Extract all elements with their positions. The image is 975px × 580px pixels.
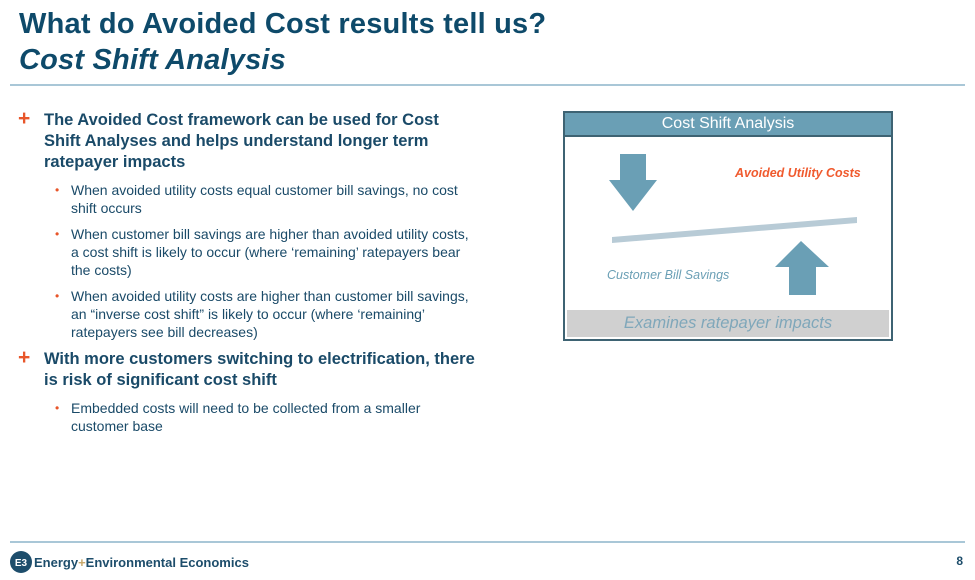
avoided-costs-label: Avoided Utility Costs	[735, 166, 861, 180]
sub-bullet: • When customer bill savings are higher t…	[18, 225, 471, 279]
dot-bullet-icon: •	[55, 289, 60, 303]
beam-line	[612, 217, 857, 243]
diagram-graphics	[609, 154, 857, 295]
footer-divider	[10, 541, 965, 543]
sub-bullet: • Embedded costs will need to be collecte…	[18, 399, 471, 435]
bill-savings-label: Customer Bill Savings	[607, 268, 730, 282]
company-name: Energy+Environmental Economics	[34, 554, 249, 570]
bullet-2: + With more customers switching to electr…	[18, 346, 478, 391]
dot-bullet-icon: •	[55, 183, 60, 197]
up-arrow-icon	[775, 241, 829, 295]
dot-bullet-icon: •	[55, 401, 60, 415]
bullet-list: + The Avoided Cost framework can be used …	[18, 107, 478, 443]
plus-bullet-icon: +	[18, 346, 31, 369]
sub-bullet-text: Embedded costs will need to be collected…	[71, 400, 421, 434]
sub-bullet-text: When avoided utility costs are higher th…	[71, 288, 469, 340]
bullet-text: The Avoided Cost framework can be used f…	[44, 111, 439, 171]
cost-shift-diagram: Cost Shift Analysis Avoided Utility Cost…	[563, 111, 893, 341]
diagram-footer: Examines ratepayer impacts	[567, 310, 889, 337]
title-text: What do Avoided Cost results tell us?	[19, 8, 547, 40]
diagram-title: Cost Shift Analysis	[565, 113, 891, 137]
bullet-text: With more customers switching to electri…	[44, 350, 475, 389]
sub-bullet: • When avoided utility costs equal custom…	[18, 181, 471, 217]
sub-bullet-text: When avoided utility costs equal custome…	[71, 182, 458, 216]
plus-bullet-icon: +	[18, 107, 31, 130]
e3-logo-icon: E3	[10, 551, 32, 573]
header-divider	[10, 84, 965, 86]
sub-bullet: • When avoided utility costs are higher t…	[18, 287, 471, 341]
down-arrow-icon	[609, 154, 657, 211]
company-logo: E3 Energy+Environmental Economics	[10, 551, 249, 573]
page-title: What do Avoided Cost results tell us? Co…	[19, 6, 546, 78]
bullet-1: + The Avoided Cost framework can be used …	[18, 107, 478, 173]
dot-bullet-icon: •	[55, 227, 60, 241]
page-number: 8	[956, 554, 963, 568]
sub-bullet-text: When customer bill savings are higher th…	[71, 226, 469, 278]
svg-text:E3: E3	[15, 558, 28, 569]
subtitle-text: Cost Shift Analysis	[19, 44, 286, 76]
